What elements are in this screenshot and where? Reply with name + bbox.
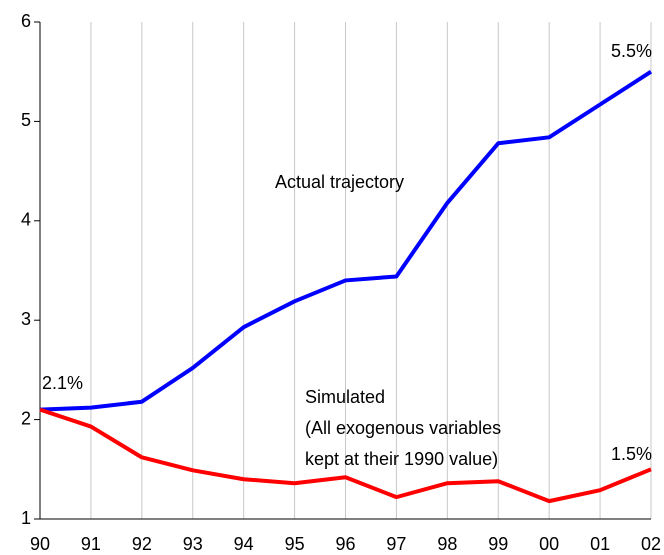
y-tick-label: 6: [21, 11, 31, 31]
series-name: Actual trajectory: [275, 172, 404, 192]
x-tick-label: 97: [386, 534, 406, 554]
x-tick-label: 92: [132, 534, 152, 554]
x-tick-label: 02: [641, 534, 661, 554]
y-tick-label: 4: [21, 210, 31, 230]
series-name: Simulated: [305, 387, 385, 407]
x-tick-label: 94: [234, 534, 254, 554]
x-tick-label: 98: [437, 534, 457, 554]
y-tick-label: 5: [21, 110, 31, 130]
x-tick-label: 93: [183, 534, 203, 554]
y-tick-label: 3: [21, 309, 31, 329]
value-label: 5.5%: [611, 41, 652, 61]
y-tick-label: 1: [21, 508, 31, 528]
y-tick-label: 2: [21, 408, 31, 428]
series-note: (All exogenous variables: [305, 418, 501, 438]
x-tick-label: 99: [488, 534, 508, 554]
x-tick-label: 00: [539, 534, 559, 554]
series-line: [39, 70, 653, 412]
x-tick-label: 95: [285, 534, 305, 554]
x-tick-label: 91: [81, 534, 101, 554]
value-label: 2.1%: [42, 373, 83, 393]
x-tick-label: 90: [30, 534, 50, 554]
series-note: kept at their 1990 value): [305, 449, 498, 469]
x-tick-label: 01: [590, 534, 610, 554]
x-tick-label: 96: [335, 534, 355, 554]
value-label: 1.5%: [611, 444, 652, 464]
series-line: [39, 407, 652, 504]
